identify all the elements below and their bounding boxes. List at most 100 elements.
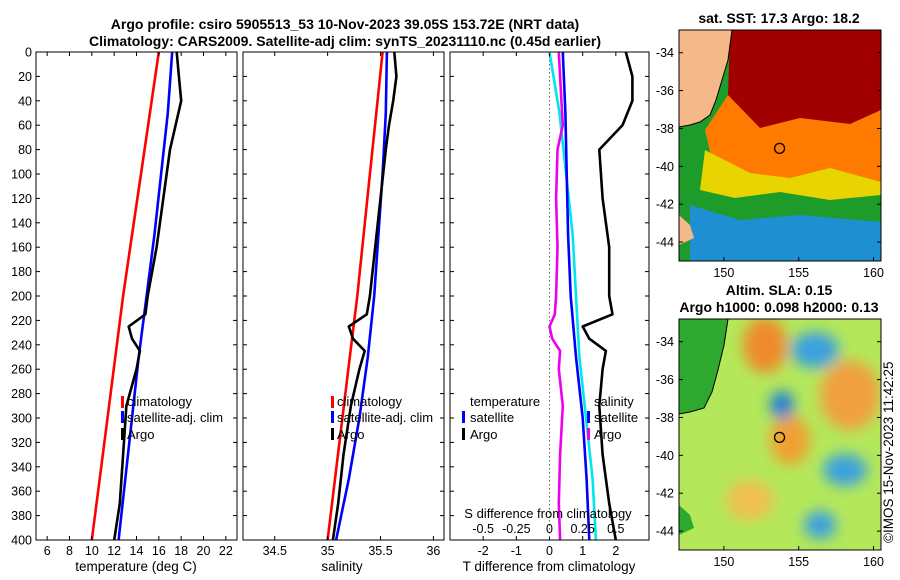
salinity-axes-frame [242, 51, 445, 541]
legend-swatch-s-argo [587, 428, 590, 440]
series-salinity-satellite [561, 51, 591, 541]
x-tick-label: 36 [426, 544, 440, 558]
temperature-legend: climatology satellite-adj. clim Argo [121, 394, 223, 442]
difference-panel: -2 -1 0 1 2 -0.5 -0.25 0 0.25 0.5 S difference fr… [449, 51, 650, 574]
legend-label-s-satellite: satellite [594, 410, 638, 425]
legend-label-climatology: climatology [337, 394, 403, 409]
legend-label-t-satellite: satellite [470, 410, 514, 425]
series-satellite-adj-clim [334, 51, 389, 541]
y-tick-label: 400 [11, 534, 32, 548]
map-y-tick-label: -34 [656, 335, 674, 349]
sla-positive-anomaly [726, 480, 774, 520]
x-tick-label: 10 [85, 544, 99, 558]
sst-mid-band [700, 150, 881, 200]
y-tick-label: 300 [11, 412, 32, 426]
series-climatology [326, 51, 384, 541]
legend-label-s-argo: Argo [594, 427, 621, 442]
map-y-tick-label: -40 [656, 160, 674, 174]
y-tick-label: 60 [18, 119, 32, 133]
map-y-tick-label: -34 [656, 46, 674, 60]
x-tick-label: 34.5 [263, 544, 287, 558]
sla-map-title-line1: Altim. SLA: 0.15 [726, 282, 833, 298]
x-tick-label: 0 [546, 544, 553, 558]
sla-anomaly-field [726, 319, 880, 539]
y-tick-label: 360 [11, 485, 32, 499]
legend-swatch-climatology [121, 396, 124, 408]
map-y-tick-label: -44 [656, 236, 674, 250]
sla-land [679, 319, 728, 414]
sla-map-title-line2: Argo h1000: 0.098 h2000: 0.13 [679, 299, 878, 315]
legend-swatch-t-argo [462, 428, 465, 440]
sla-positive-anomaly [770, 415, 810, 465]
series-temperature-argo [581, 51, 634, 541]
legend-swatch-climatology [331, 396, 334, 408]
x-tick-label: 6 [44, 544, 51, 558]
sst-map: sat. SST: 17.3 Argo: 18.2 150 155 160 -34 -3… [656, 10, 884, 280]
legend-swatch-t-satellite [462, 411, 465, 423]
difference-legend: temperature satellite Argo salinity sate… [462, 394, 638, 442]
map-y-tick-label: -42 [656, 487, 674, 501]
y-tick-label: 380 [11, 509, 32, 523]
sst-map-frame [678, 29, 882, 262]
legend-label-climatology: climatology [127, 394, 193, 409]
x-tick-label: 8 [66, 544, 73, 558]
series-argo [112, 51, 183, 541]
sla-map-frame [678, 318, 882, 551]
x-tick-label: 20 [197, 544, 211, 558]
y-tick-label: 200 [11, 290, 32, 304]
sla-map: Altim. SLA: 0.15 Argo h1000: 0.098 h2000… [656, 282, 884, 569]
legend-label-argo: Argo [127, 427, 154, 442]
legend-swatch-satellite [121, 411, 124, 423]
x-tick-label: 12 [107, 544, 121, 558]
map-x-tick-label: 150 [713, 266, 734, 280]
map-x-tick-label: 150 [713, 555, 734, 569]
map-x-tick-label: 160 [863, 555, 884, 569]
series-argo [331, 51, 398, 541]
y-tick-label: 340 [11, 460, 32, 474]
figure-title-line2: Climatology: CARS2009. Satellite-adj cli… [89, 33, 601, 49]
x-tick-label: 1 [579, 544, 586, 558]
legend-title-salinity: salinity [594, 394, 634, 409]
y-tick-label: 180 [11, 265, 32, 279]
series-climatology [90, 51, 161, 541]
map-y-tick-label: -36 [656, 373, 674, 387]
sla-negative-anomaly [770, 391, 794, 419]
temperature-panel: 0 20 40 60 80 100 120 140 160 180 200 220 240 260 280 3… [11, 46, 238, 574]
sla-argo-marker [773, 431, 786, 443]
map-y-tick-label: -38 [656, 411, 674, 425]
sla-negative-anomaly [791, 332, 839, 368]
x-tick-label: 14 [130, 544, 144, 558]
sst-warm-core [728, 30, 881, 130]
temperature-xlabel: temperature (deg C) [75, 559, 197, 574]
y-tick-label: 280 [11, 387, 32, 401]
figure-title-line1: Argo profile: csiro 5905513_53 10-Nov-20… [111, 16, 579, 32]
series-satellite-adj-clim [117, 51, 174, 541]
map-y-tick-label: -36 [656, 84, 674, 98]
legend-title-temperature: temperature [470, 394, 540, 409]
top-x-tick-label: -0.25 [502, 522, 531, 536]
y-tick-label: 80 [18, 143, 32, 157]
y-tick-label: 220 [11, 314, 32, 328]
x-tick-label: 18 [174, 544, 188, 558]
x-tick-label: -1 [511, 544, 522, 558]
legend-swatch-argo [121, 428, 124, 440]
salinity-panel: 34.5 35 35.5 36 salinity climatology satell… [242, 51, 445, 574]
x-tick-label: 16 [152, 544, 166, 558]
map-x-tick-label: 160 [863, 266, 884, 280]
sst-map-title: sat. SST: 17.3 Argo: 18.2 [698, 10, 860, 26]
map-y-tick-label: -38 [656, 122, 674, 136]
y-tick-label: 260 [11, 363, 32, 377]
y-tick-label: 20 [18, 70, 32, 84]
y-tick-label: 160 [11, 241, 32, 255]
imos-credit: ©IMOS 15-Nov-2023 11:42:25 [881, 361, 896, 543]
sst-warm-band [705, 95, 881, 185]
legend-label-satellite: satellite-adj. clim [337, 410, 433, 425]
y-tick-label: 40 [18, 94, 32, 108]
map-x-tick-label: 155 [788, 555, 809, 569]
map-y-tick-label: -42 [656, 198, 674, 212]
sla-coastline [679, 319, 729, 415]
salinity-legend: climatology satellite-adj. clim Argo [331, 394, 433, 442]
sst-cool-south [690, 205, 881, 261]
temperature-axes-frame [35, 51, 238, 541]
map-y-tick-label: -40 [656, 449, 674, 463]
